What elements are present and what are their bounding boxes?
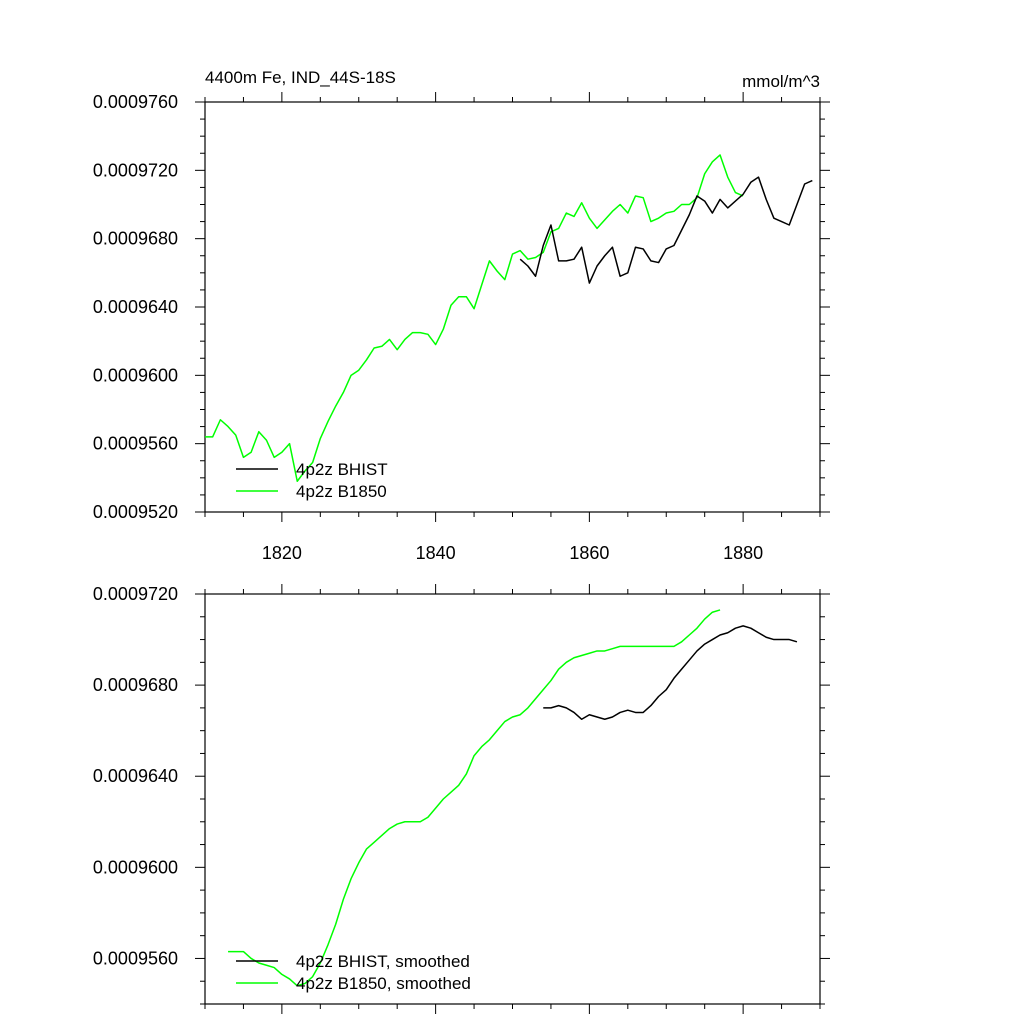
legend-label: 4p2z B1850, smoothed <box>296 974 471 993</box>
legend-label: 4p2z BHIST, smoothed <box>296 952 470 971</box>
y-tick-label: 0.0009720 <box>93 584 178 604</box>
legend-label: 4p2z B1850 <box>296 482 387 501</box>
y-tick-label: 0.0009640 <box>93 766 178 786</box>
bottom-panel: 0.0009560 0.0009600 0.0009640 0.0009680 0.00… <box>93 584 830 1014</box>
x-tick-label: 1840 <box>416 543 456 563</box>
series-line-4p2z-bhist-smoothed <box>543 625 798 721</box>
chart-title: 4400m Fe, IND_44S-18S <box>205 68 396 87</box>
y-tick-label: 0.0009680 <box>93 229 178 249</box>
legend-label: 4p2z BHIST <box>296 460 388 479</box>
y-tick-label: 0.0009600 <box>93 365 178 385</box>
y-tick-label: 0.0009680 <box>93 675 178 695</box>
y-tick-label: 0.0009560 <box>93 434 178 454</box>
series-line-4p2z-bhist <box>519 176 813 284</box>
y-tick-label: 0.0009560 <box>93 948 178 968</box>
y-tick-label: 0.0009600 <box>93 857 178 877</box>
units-label: mmol/m^3 <box>742 72 820 91</box>
y-tick-label: 0.0009640 <box>93 297 178 317</box>
plot-frame <box>204 593 821 1005</box>
series-line-4p2z-b1850 <box>205 154 744 482</box>
plot-frame <box>204 101 821 513</box>
y-tick-label: 0.0009760 <box>93 92 178 112</box>
x-tick-label: 1860 <box>569 543 609 563</box>
y-tick-label: 0.0009720 <box>93 160 178 180</box>
y-tick-label: 0.0009520 <box>93 502 178 522</box>
x-tick-label: 1820 <box>262 543 302 563</box>
series-line-4p2z-b1850-smoothed <box>228 609 721 987</box>
x-tick-label: 1880 <box>723 543 763 563</box>
top-panel: 1820 1840 1860 1880 0.0009520 0.0009560 0.0009… <box>93 68 830 563</box>
